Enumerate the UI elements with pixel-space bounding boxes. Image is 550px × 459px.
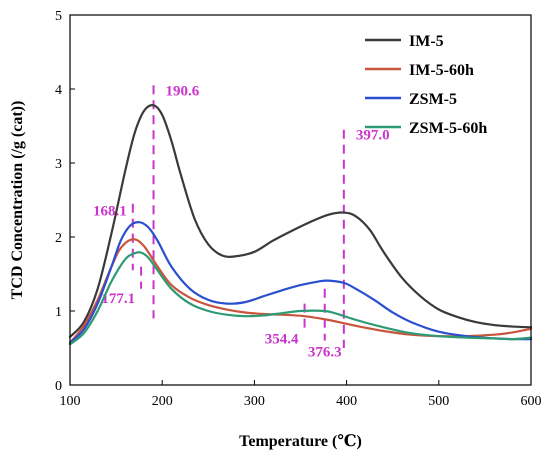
series-line-im-5-60h — [68, 238, 533, 344]
series-line-zsm-5-60h — [68, 251, 533, 346]
y-tick-label: 4 — [55, 83, 62, 98]
y-axis-ticks: 0 1 2 3 4 5 — [55, 9, 75, 394]
x-tick-label: 500 — [428, 394, 449, 409]
annotation-label: 177.1 — [101, 291, 135, 307]
legend-label: IM-5 — [409, 33, 444, 50]
plot-frame — [69, 14, 532, 386]
x-tick-label: 100 — [60, 394, 81, 409]
y-axis-title: TCD Concentration (/g (cat)) — [9, 101, 26, 300]
annotation-label: 354.4 — [265, 332, 299, 348]
y-tick-label: 5 — [55, 9, 62, 24]
legend-label: ZSM-5-60h — [409, 120, 487, 137]
y-tick-label: 0 — [55, 379, 62, 394]
series-line-im-5 — [68, 104, 533, 338]
x-tick-label: 200 — [152, 394, 173, 409]
x-axis-title: Temperature (℃) — [239, 433, 362, 450]
annotation-label: 376.3 — [308, 345, 342, 361]
series-line-zsm-5 — [68, 221, 533, 344]
legend-label: ZSM-5 — [409, 91, 457, 108]
x-tick-label: 300 — [244, 394, 265, 409]
peak-annotations: 190.6 397.0 168.1 177.1 354.4 376.3 — [93, 83, 390, 360]
x-tick-label: 600 — [521, 394, 542, 409]
x-tick-label: 400 — [336, 394, 357, 409]
annotation-label: 397.0 — [356, 128, 390, 144]
x-axis-ticks: 100 200 300 400 500 600 — [60, 380, 542, 409]
annotation-label: 190.6 — [166, 83, 200, 99]
y-tick-label: 2 — [55, 231, 62, 246]
legend: IM-5 IM-5-60h ZSM-5 ZSM-5-60h — [365, 33, 487, 137]
series-layer — [68, 104, 533, 346]
y-tick-label: 1 — [55, 305, 62, 320]
y-tick-label: 3 — [55, 157, 62, 172]
legend-label: IM-5-60h — [409, 62, 474, 79]
annotation-label: 168.1 — [93, 204, 127, 220]
